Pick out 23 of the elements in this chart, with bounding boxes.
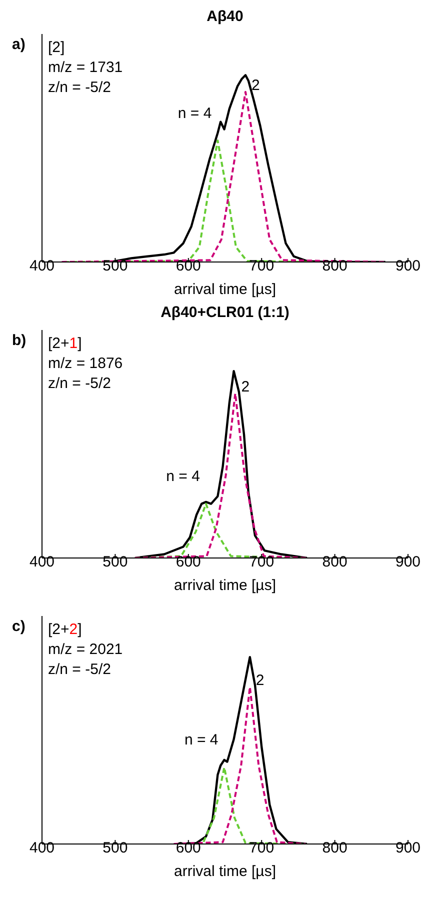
chart-title: Aβ40+CLR01 (1:1) bbox=[160, 304, 290, 323]
annotation: z/n = -5/2 bbox=[48, 78, 112, 98]
x-axis-title: arrival time [µs] bbox=[173, 862, 277, 882]
annotation: m/z = 2021 bbox=[48, 640, 123, 660]
annotation: n = 4 bbox=[184, 732, 218, 749]
text: c) bbox=[12, 618, 26, 635]
annotation: n = 4 bbox=[166, 468, 200, 486]
annotation: 2 bbox=[251, 76, 260, 94]
text: [2] bbox=[48, 38, 66, 58]
text: [2+1] bbox=[48, 334, 83, 354]
annotation: 2 bbox=[241, 378, 250, 396]
text: a) bbox=[12, 36, 26, 53]
text: [2+2] bbox=[48, 620, 83, 640]
annotation: n = 4 bbox=[178, 104, 212, 122]
chart-title: Aβ40 bbox=[206, 8, 244, 27]
annotation: z/n = -5/2 bbox=[48, 660, 112, 680]
annotation: z/n = -5/2 bbox=[48, 374, 112, 394]
annotation: m/z = 1876 bbox=[48, 354, 123, 374]
x-axis-title: arrival time [µs] bbox=[173, 280, 277, 300]
annotation: 2 bbox=[256, 672, 264, 689]
annotation: m/z = 1731 bbox=[48, 58, 123, 78]
x-axis-title: arrival time [µs] bbox=[173, 576, 277, 596]
text: b) bbox=[12, 332, 26, 349]
